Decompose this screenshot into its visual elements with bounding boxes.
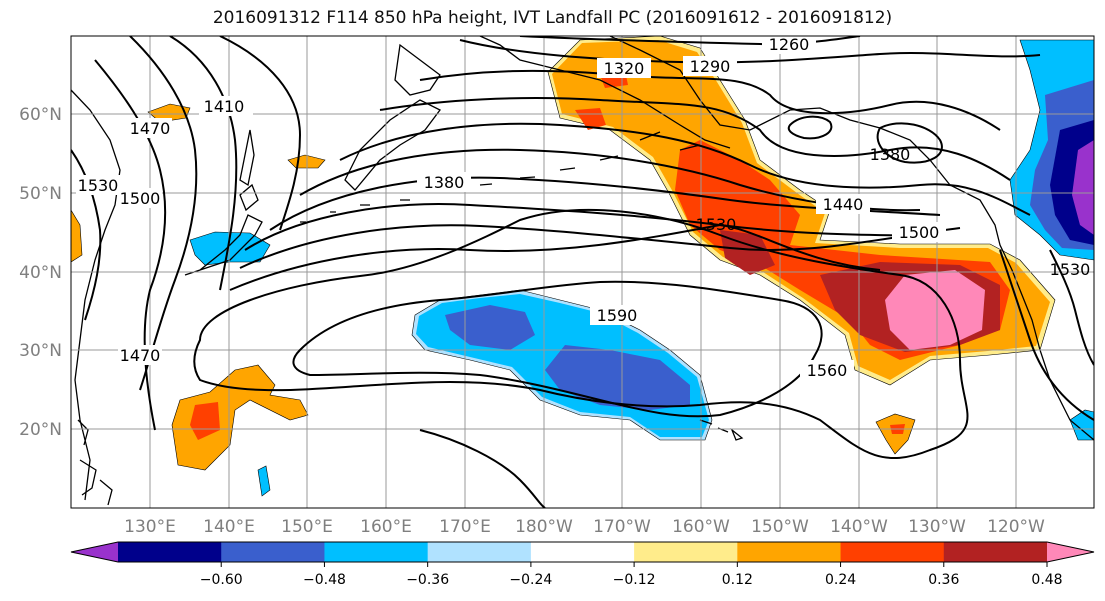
colorbar-segment bbox=[221, 542, 325, 562]
contour-east-1530 bbox=[1049, 249, 1094, 366]
contour-label: 1440 bbox=[823, 195, 864, 214]
colorbar-outline bbox=[70, 541, 1095, 563]
contour-1380 bbox=[339, 122, 1031, 216]
lat-label: 20°N bbox=[19, 420, 62, 440]
contour-label: 1470 bbox=[120, 346, 161, 365]
lon-label: 160°W bbox=[672, 517, 730, 537]
lon-label: 120°W bbox=[987, 517, 1045, 537]
contour-label: 1530 bbox=[1050, 260, 1091, 279]
ivt-positive-region-gulf-red bbox=[575, 70, 628, 130]
contour-label: 1530 bbox=[78, 176, 119, 195]
colorbar-tick-label: 0.24 bbox=[825, 572, 856, 588]
ivt-negative-region-central-blue bbox=[445, 305, 690, 410]
longitude-labels: 130°E 140°E 150°E 160°E 170°E 180°W 170°… bbox=[124, 517, 1045, 537]
ivt-negative-region-na-purple bbox=[1072, 140, 1094, 235]
coastline-asia bbox=[71, 89, 121, 501]
colorbar-tick-label: 0.12 bbox=[722, 572, 753, 588]
lon-label: 130°E bbox=[124, 517, 176, 537]
coastline-sakhalin bbox=[239, 129, 255, 187]
negative-ivt-shading bbox=[189, 39, 1094, 497]
contour-1320 bbox=[419, 69, 1001, 131]
contour-west-1530 bbox=[71, 149, 102, 321]
lon-label: 140°E bbox=[203, 517, 255, 537]
contour-label: 1590 bbox=[597, 306, 638, 325]
contour-label: 1500 bbox=[899, 223, 940, 242]
map-title: 2016091312 F114 850 hPa height, IVT Land… bbox=[212, 8, 893, 28]
lon-label: 150°W bbox=[751, 517, 809, 537]
contour-label: 1500 bbox=[120, 189, 161, 208]
colorbar-tick-label: −0.36 bbox=[406, 572, 449, 588]
contour-label: 1560 bbox=[807, 361, 848, 380]
contour-1590-ring bbox=[292, 280, 823, 418]
contour-western-trough-2 bbox=[129, 36, 198, 391]
lon-label: 130°W bbox=[908, 517, 966, 537]
ivt-positive-region-wpac bbox=[171, 364, 309, 471]
contour-label: 1290 bbox=[690, 57, 731, 76]
map-frame bbox=[70, 35, 1095, 509]
lon-label: 150°E bbox=[281, 517, 333, 537]
contour-1470 bbox=[244, 203, 941, 251]
contour-1530 bbox=[229, 223, 881, 291]
colorbar-segment bbox=[427, 542, 532, 562]
lat-label: 40°N bbox=[19, 263, 62, 283]
coastline-taiwan-philippines bbox=[77, 419, 113, 506]
colorbar-tick-label: −0.24 bbox=[509, 572, 552, 588]
colorbar-segment bbox=[118, 542, 222, 562]
coastline-aleutians bbox=[300, 36, 731, 223]
ivt-negative-patch-marianas bbox=[257, 465, 271, 497]
colorbar-extend-high bbox=[1047, 542, 1094, 562]
contour-1290 bbox=[459, 39, 1041, 64]
colorbar-segment bbox=[530, 542, 635, 562]
colorbar-tick-label: 0.36 bbox=[928, 572, 959, 588]
colorbar-segment bbox=[324, 542, 429, 562]
contour-label: 1320 bbox=[604, 59, 645, 78]
colorbar-segment bbox=[943, 542, 1048, 562]
contour-label: 1380 bbox=[870, 145, 911, 164]
ivt-positive-region-wpac-red bbox=[190, 402, 220, 440]
lon-label: 140°W bbox=[830, 517, 888, 537]
contour-label: 1380 bbox=[424, 173, 465, 192]
contour-label-group: 1260 1290 1320 1380 1410 1470 1500 1530 … bbox=[76, 35, 1091, 380]
contour-east-1560 bbox=[999, 249, 1094, 421]
colorbar-segment bbox=[737, 542, 842, 562]
colorbar-tick-label: 0.48 bbox=[1031, 572, 1062, 588]
contour-western-trough-4 bbox=[219, 36, 302, 231]
colorbar: −0.60 −0.48 −0.36 −0.24 −0.12 0.12 0.24 0.36 0.4… bbox=[70, 541, 1095, 588]
colorbar-tick-label: −0.60 bbox=[200, 572, 243, 588]
contour-label: 1410 bbox=[204, 97, 245, 116]
contour-western-trough-3 bbox=[169, 36, 238, 291]
contour-label: 1470 bbox=[130, 119, 171, 138]
colorbar-segment bbox=[840, 542, 945, 562]
contour-1560-ring bbox=[193, 208, 969, 459]
lon-label: 170°E bbox=[439, 517, 491, 537]
colorbar-segment bbox=[634, 542, 738, 562]
lon-label: 170°W bbox=[593, 517, 651, 537]
contour-1500-east bbox=[239, 224, 961, 269]
lat-label: 50°N bbox=[19, 184, 62, 204]
latitude-labels: 60°N 50°N 40°N 30°N 20°N bbox=[19, 105, 62, 440]
contour-label: 1530 bbox=[696, 215, 737, 234]
contour-label: 1260 bbox=[769, 35, 810, 54]
contour-far-south bbox=[419, 429, 546, 508]
ivt-positive-patch-west-edge bbox=[71, 209, 83, 263]
contour-1350 bbox=[379, 97, 1011, 181]
lon-label: 160°E bbox=[360, 517, 412, 537]
contour-gulf-closed bbox=[876, 122, 943, 164]
colorbar-extend-low bbox=[71, 542, 118, 562]
colorbar-tick-label: −0.12 bbox=[613, 572, 656, 588]
positive-ivt-shading bbox=[71, 36, 1056, 471]
coastline-kamchatka bbox=[344, 99, 441, 191]
lon-label: 180°W bbox=[515, 517, 573, 537]
ivt-positive-region-main-pink bbox=[885, 270, 985, 350]
contour-1260 bbox=[519, 36, 861, 46]
lat-label: 30°N bbox=[19, 341, 62, 361]
colorbar-tick-label: −0.48 bbox=[303, 572, 346, 588]
lat-label: 60°N bbox=[19, 105, 62, 125]
contour-aleutian-low bbox=[787, 115, 833, 140]
coastline-bering bbox=[394, 43, 441, 96]
